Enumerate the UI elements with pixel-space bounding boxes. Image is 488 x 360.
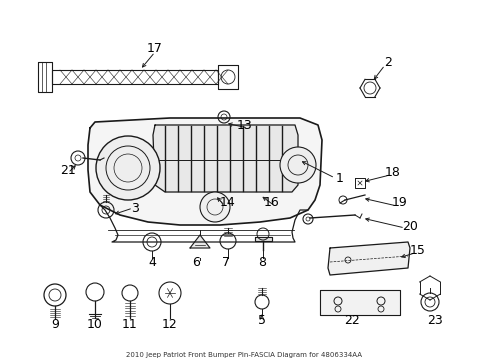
Text: 2010 Jeep Patriot Front Bumper Pin-FASCIA Diagram for 4806334AA: 2010 Jeep Patriot Front Bumper Pin-FASCI… [126, 352, 362, 358]
Text: 9: 9 [51, 319, 59, 332]
Text: 23: 23 [426, 314, 442, 327]
Text: 4: 4 [148, 256, 156, 269]
Circle shape [200, 192, 229, 222]
Text: 19: 19 [391, 197, 407, 210]
Text: 7: 7 [222, 256, 229, 269]
Text: 21: 21 [60, 163, 76, 176]
Polygon shape [254, 237, 271, 241]
Text: 13: 13 [237, 118, 252, 131]
Text: 10: 10 [87, 319, 103, 332]
Text: 6: 6 [192, 256, 200, 269]
Text: 17: 17 [147, 41, 163, 54]
Polygon shape [88, 118, 321, 225]
Polygon shape [190, 235, 209, 248]
Text: 15: 15 [409, 243, 425, 256]
Text: 1: 1 [335, 171, 343, 185]
Text: 5: 5 [258, 314, 265, 327]
Text: 22: 22 [344, 314, 359, 327]
Text: 20: 20 [401, 220, 417, 233]
Polygon shape [319, 290, 399, 315]
Circle shape [96, 136, 160, 200]
Text: 11: 11 [122, 319, 138, 332]
Text: 14: 14 [220, 197, 235, 210]
Text: 16: 16 [264, 197, 279, 210]
Text: 18: 18 [384, 166, 400, 179]
Text: 12: 12 [162, 319, 178, 332]
Text: 2: 2 [383, 55, 391, 68]
Circle shape [280, 147, 315, 183]
Polygon shape [327, 242, 409, 275]
Polygon shape [153, 125, 297, 192]
Text: 8: 8 [258, 256, 265, 269]
Text: 3: 3 [131, 202, 139, 215]
